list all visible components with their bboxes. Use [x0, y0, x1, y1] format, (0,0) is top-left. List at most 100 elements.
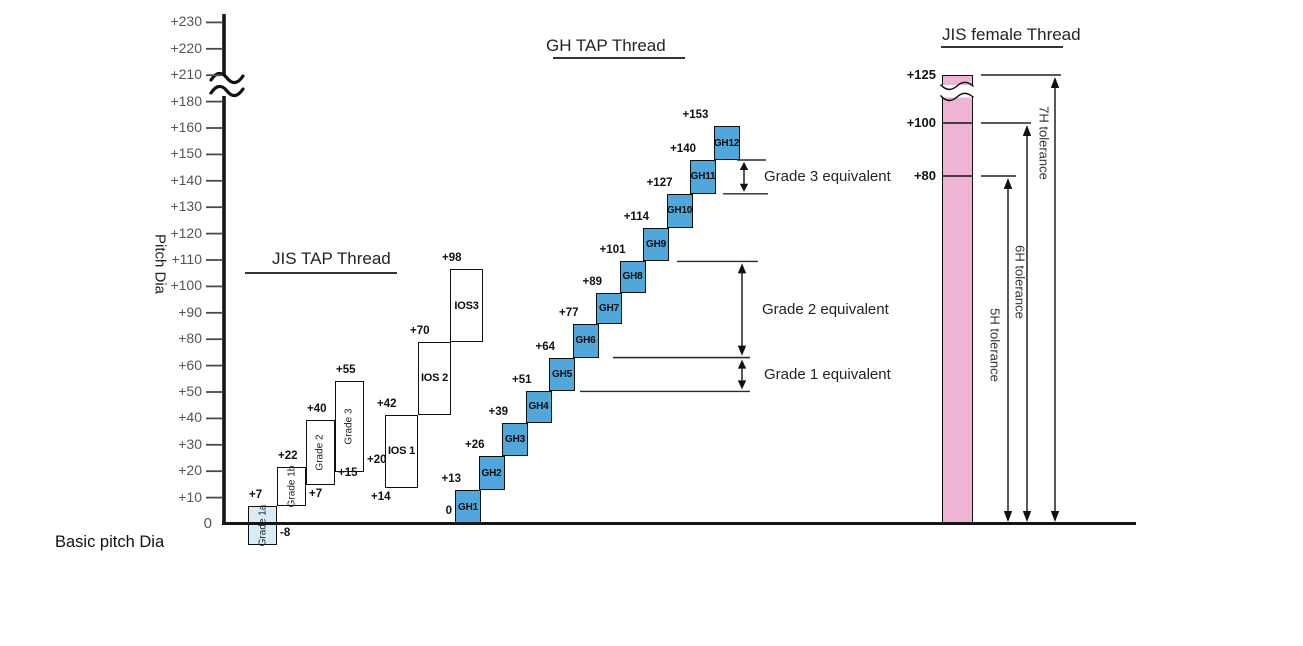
female-thread-column [942, 75, 973, 524]
gh-box: GH12 [713, 126, 740, 160]
grade-box-top-value: +7 [249, 488, 263, 501]
tolerance-label: 7H tolerance [1036, 106, 1052, 180]
gh-box: GH7 [596, 292, 622, 324]
y-tick-label: +30 [178, 435, 202, 452]
y-tick-label: +130 [170, 198, 202, 215]
y-tick-label: +60 [178, 356, 202, 373]
gh-box: GH11 [690, 160, 716, 194]
female-level-value: +80 [913, 168, 936, 183]
female-level-value: +100 [906, 115, 936, 130]
ios-box-label: IOS 1 [387, 445, 416, 458]
y-tick-label: +40 [178, 409, 202, 426]
gh-box-label: GH12 [713, 137, 740, 149]
grade-box: Grade 1a [248, 504, 277, 547]
gh-box-top-value: +26 [464, 439, 485, 452]
gh-box: GH8 [619, 261, 646, 293]
y-axis-zero-label: 0 [203, 515, 212, 532]
jis-tap-title: JIS TAP Thread [272, 249, 391, 268]
gh-box-top-value: +140 [670, 143, 696, 155]
ios-box: IOS3 [450, 269, 483, 342]
ios-box-top-value: +42 [377, 397, 397, 410]
jis-female-title: JIS female Thread [942, 25, 1081, 44]
grade-box: Grade 2 [306, 420, 335, 485]
grade-box-label: Grade 1b [286, 465, 298, 508]
gh-box: GH6 [572, 323, 599, 358]
ios-box-label: IOS3 [454, 299, 479, 312]
gh-box: GH5 [549, 357, 575, 392]
gh-box: GH10 [666, 193, 693, 228]
ios-box-bottom-value: +14 [371, 490, 391, 503]
jis-tap-title-underline [245, 272, 397, 274]
grade-box-label: Grade 1a [257, 504, 269, 547]
gh-box-label: GH6 [575, 335, 596, 347]
tolerance-label: 5H tolerance [987, 308, 1003, 382]
gh-box-top-value: +51 [511, 374, 532, 387]
gh-box-top-value: +101 [599, 244, 626, 257]
y-tick-label: +120 [170, 224, 202, 241]
gh-box-label: GH8 [622, 271, 643, 283]
gh-box: GH3 [502, 422, 528, 457]
gh-box-label: GH4 [528, 401, 549, 413]
y-tick-label: +10 [178, 488, 202, 505]
equivalent-label: Grade 2 equivalent [762, 300, 889, 318]
y-tick-label: +210 [170, 66, 202, 83]
grade-box-bottom-value: +20 [367, 454, 387, 466]
gh-tap-title-underline [553, 57, 685, 59]
y-tick-label: +160 [170, 119, 202, 135]
ios-box: IOS 2 [418, 342, 451, 415]
equivalent-label: Grade 3 equivalent [764, 167, 891, 185]
grade-box: Grade 3 [335, 381, 364, 472]
ios-box-top-value: +70 [410, 325, 430, 337]
gh-box: GH9 [643, 227, 669, 262]
gh-box-label: GH5 [552, 368, 572, 380]
gh-box-top-value: +64 [535, 340, 555, 353]
grade-box-top-value: +22 [278, 449, 298, 462]
gh-box-top-value: +89 [582, 275, 602, 288]
ios-box: IOS 1 [385, 414, 418, 488]
y-tick-label: +100 [170, 277, 202, 294]
equivalent-label: Grade 1 equivalent [764, 365, 891, 383]
gh-zero-value: 0 [445, 505, 452, 517]
y-tick-label: +220 [170, 39, 202, 56]
grade-box-bottom-value: +15 [338, 467, 358, 479]
grade-box-bottom-value: +7 [309, 487, 323, 500]
grade-box-bottom-value: -8 [280, 526, 291, 539]
gh-box-label: GH10 [666, 205, 693, 217]
grade-box: Grade 1b [277, 465, 306, 508]
gh-box-label: GH2 [481, 467, 502, 479]
grade-box-label: Grade 2 [315, 434, 327, 471]
grade-box-top-value: +40 [307, 403, 327, 415]
tolerance-label: 6H tolerance [1012, 245, 1028, 319]
gh-box-top-value: +114 [623, 210, 649, 223]
gh-box: GH2 [478, 456, 505, 491]
gh-box-label: GH11 [690, 171, 716, 183]
ios-box-top-value: +98 [442, 252, 462, 265]
grade-box-label: Grade 3 [344, 408, 356, 445]
y-tick-label: +50 [178, 383, 202, 399]
gh-box-label: GH9 [646, 238, 666, 250]
y-tick-label: +150 [170, 145, 202, 162]
y-tick-label: +140 [170, 171, 202, 188]
gh-box-top-value: +127 [646, 176, 673, 189]
y-tick-label: +180 [170, 92, 202, 109]
grade-box-top-value: +55 [336, 364, 356, 376]
y-tick-label: +80 [178, 330, 202, 347]
gh-tap-title: GH TAP Thread [546, 36, 666, 55]
y-tick-label: +110 [171, 251, 203, 267]
gh-box: GH4 [525, 391, 552, 423]
gh-box-label: GH1 [458, 501, 478, 513]
gh-box-top-value: +39 [488, 405, 508, 418]
ios-box-label: IOS 2 [420, 372, 449, 385]
y-tick-label: +20 [178, 462, 202, 479]
gh-box-label: GH3 [505, 433, 525, 445]
female-level-value: +125 [906, 67, 936, 82]
gh-box-label: GH7 [599, 302, 619, 314]
gh-box-top-value: +77 [558, 306, 579, 319]
gh-box-top-value: +153 [682, 109, 709, 122]
gh-box: GH1 [455, 490, 481, 524]
jis-female-title-underline [941, 46, 1063, 48]
y-tick-label: +230 [170, 13, 202, 30]
y-tick-label: +90 [178, 303, 202, 320]
